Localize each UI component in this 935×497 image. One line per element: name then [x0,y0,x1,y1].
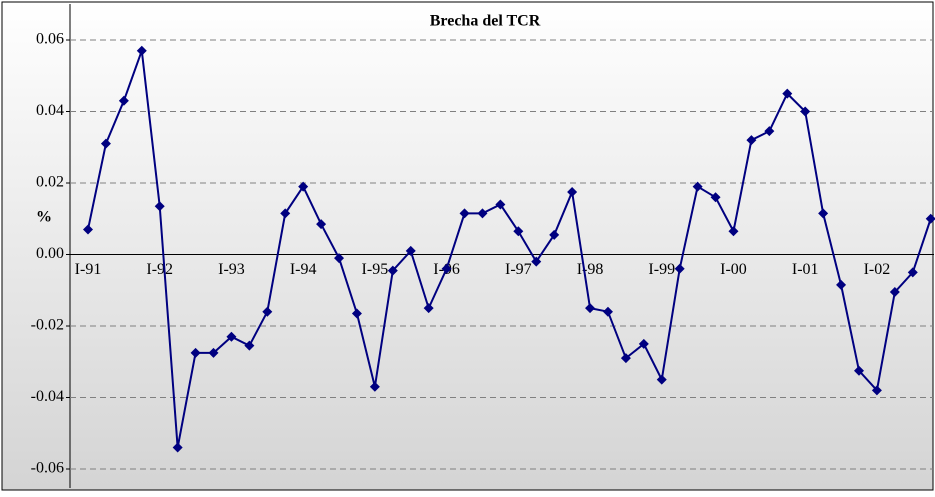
data-point [459,208,470,219]
y-tick-label: 0.06 [36,31,64,48]
data-point [602,306,613,317]
data-point [405,245,416,256]
y-tick-label: -0.06 [31,460,64,477]
data-point [495,199,506,210]
x-tick-label: I-95 [362,261,389,278]
y-tick-label: -0.02 [31,317,64,334]
data-point [800,106,811,117]
x-tick-label: I-00 [720,261,747,278]
x-tick-label: I-97 [505,261,532,278]
data-point [764,126,775,137]
x-tick-label: I-01 [792,261,819,278]
data-point [889,287,900,298]
data-point [871,385,882,396]
data-point [334,253,345,264]
data-point [190,347,201,358]
y-tick-label: -0.04 [31,388,64,405]
data-point [298,181,309,192]
data-point [853,365,864,376]
y-axis-label: % [36,209,52,226]
data-point [316,219,327,230]
x-tick-label: I-93 [218,261,245,278]
data-point [925,213,935,224]
x-tick-label: I-92 [146,261,173,278]
data-point [118,95,129,106]
data-point [656,374,667,385]
data-point [836,279,847,290]
data-point [423,303,434,314]
data-point [387,265,398,276]
chart-title: Brecha del TCR [430,13,541,30]
data-point [172,442,183,453]
data-point [477,208,488,219]
y-tick-label: 0.04 [36,102,64,119]
data-point [513,226,524,237]
data-point [351,308,362,319]
data-point [244,340,255,351]
x-tick-label: I-99 [648,261,675,278]
data-point [620,353,631,364]
data-point [208,347,219,358]
y-tick-label: 0.00 [36,245,64,262]
data-point [369,381,380,392]
data-point [782,88,793,99]
data-point [100,138,111,149]
data-point [674,263,685,274]
data-point [746,135,757,146]
data-point [441,263,452,274]
data-point [549,229,560,240]
data-point [728,226,739,237]
data-point [818,208,829,219]
data-point [83,224,93,235]
x-tick-label: I-91 [75,261,102,278]
data-point [136,45,147,56]
data-point [280,208,291,219]
x-tick-label: I-02 [864,261,891,278]
data-point [692,181,703,192]
data-point [154,201,165,212]
data-point [531,256,542,267]
data-point [226,331,237,342]
x-tick-label: I-94 [290,261,317,278]
y-tick-label: 0.02 [36,174,64,191]
data-point [262,306,273,317]
data-point [567,186,578,197]
x-tick-label: I-98 [577,261,604,278]
data-point [907,267,918,278]
data-point [710,192,721,203]
data-line [87,50,932,448]
data-point [638,338,649,349]
data-point [585,303,596,314]
